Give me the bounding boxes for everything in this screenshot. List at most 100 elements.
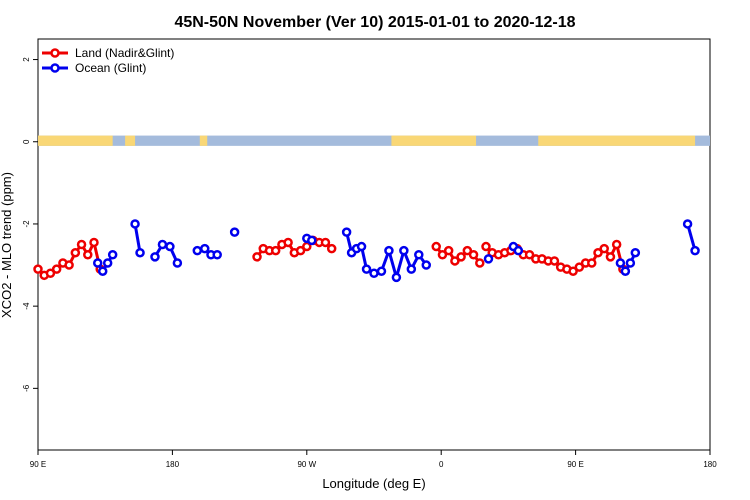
series-layer xyxy=(33,219,700,283)
legend: Land (Nadir&Glint)Ocean (Glint) xyxy=(42,46,174,75)
data-point xyxy=(513,245,524,256)
data-point xyxy=(615,258,626,268)
data-point xyxy=(320,237,331,248)
x-tick-label: 90 E xyxy=(30,460,46,469)
y-tick-label: -6 xyxy=(22,384,31,392)
legend-label: Ocean (Glint) xyxy=(75,61,146,75)
data-point xyxy=(574,262,585,272)
x-tick-label: 0 xyxy=(439,460,444,469)
legend-label: Land (Nadir&Glint) xyxy=(75,46,174,60)
data-point xyxy=(414,250,424,260)
data-point xyxy=(682,219,693,229)
x-axis: 90 E 180 90 W 0 90 E 180 xyxy=(30,450,717,469)
y-tick-label: 2 xyxy=(22,57,31,62)
data-point xyxy=(76,239,87,250)
data-point xyxy=(283,237,293,248)
data-point xyxy=(229,227,240,237)
data-point xyxy=(102,258,113,268)
data-point xyxy=(431,241,441,252)
data-point xyxy=(200,243,210,254)
data-point xyxy=(462,245,473,256)
data-point xyxy=(384,245,394,256)
data-point xyxy=(611,239,622,250)
data-point xyxy=(270,245,281,256)
data-point xyxy=(690,245,700,256)
data-point xyxy=(361,264,372,274)
data-point xyxy=(307,235,317,246)
data-point xyxy=(481,241,491,252)
data-point xyxy=(135,247,145,258)
data-point xyxy=(456,252,466,262)
y-tick-label: -2 xyxy=(22,220,31,228)
series-line xyxy=(133,223,142,253)
data-point xyxy=(92,258,103,268)
legend-swatch-point xyxy=(50,48,60,58)
data-point xyxy=(89,237,99,248)
data-point xyxy=(369,268,379,279)
band-land xyxy=(199,135,208,146)
band-land xyxy=(125,135,136,146)
data-point xyxy=(568,266,578,276)
data-point xyxy=(605,252,616,262)
data-point xyxy=(443,245,454,256)
data-point xyxy=(620,266,631,276)
data-point xyxy=(295,245,306,256)
band-land xyxy=(538,135,696,146)
data-point xyxy=(450,256,460,266)
plot-frame xyxy=(37,38,711,451)
data-point xyxy=(376,266,387,276)
data-point xyxy=(172,258,183,268)
x-tick-label: 90 W xyxy=(297,460,316,469)
series-ocean xyxy=(92,219,700,283)
x-tick-label: 90 E xyxy=(567,460,583,469)
data-point xyxy=(107,250,118,260)
chart-title: 45N-50N November (Ver 10) 2015-01-01 to … xyxy=(174,14,575,31)
x-axis-label: Longitude (deg E) xyxy=(322,476,425,491)
data-point xyxy=(391,272,402,283)
x-tick-label: 180 xyxy=(703,460,717,469)
series-land xyxy=(33,235,628,281)
data-point xyxy=(399,245,409,256)
legend-swatch-point xyxy=(50,63,60,73)
y-tick-label: 0 xyxy=(22,139,31,144)
data-point xyxy=(252,252,262,262)
data-point xyxy=(157,239,168,250)
data-point xyxy=(33,264,43,274)
data-point xyxy=(97,266,108,276)
data-point xyxy=(341,227,352,237)
data-point xyxy=(150,252,160,262)
data-point xyxy=(51,264,62,274)
data-point xyxy=(625,258,636,268)
data-point xyxy=(468,250,479,260)
x-tick-label: 180 xyxy=(166,460,180,469)
data-point xyxy=(83,250,93,260)
data-point xyxy=(483,254,494,264)
y-axis-label: XCO2 - MLO trend (ppm) xyxy=(0,172,14,318)
data-point xyxy=(593,247,603,258)
band-ocean xyxy=(38,135,710,146)
data-point xyxy=(326,243,337,254)
data-point xyxy=(406,264,417,274)
data-point xyxy=(421,260,432,270)
data-point xyxy=(192,245,203,256)
data-point xyxy=(356,241,367,252)
data-point xyxy=(475,258,485,268)
land-ocean-band xyxy=(38,135,710,146)
y-tick-label: -4 xyxy=(22,302,31,310)
y-axis: 2 0 -2 -4 -6 xyxy=(22,57,38,392)
band-land xyxy=(38,135,113,146)
series-line xyxy=(96,253,114,273)
data-point xyxy=(587,258,597,268)
data-point xyxy=(524,250,535,260)
band-land xyxy=(391,135,477,146)
data-point xyxy=(599,243,609,254)
data-point xyxy=(630,247,641,258)
data-point xyxy=(549,256,560,266)
data-point xyxy=(70,247,81,258)
data-point xyxy=(165,241,175,252)
data-point xyxy=(45,268,56,279)
data-point xyxy=(130,219,140,229)
data-point xyxy=(64,260,74,270)
data-point xyxy=(212,250,222,260)
